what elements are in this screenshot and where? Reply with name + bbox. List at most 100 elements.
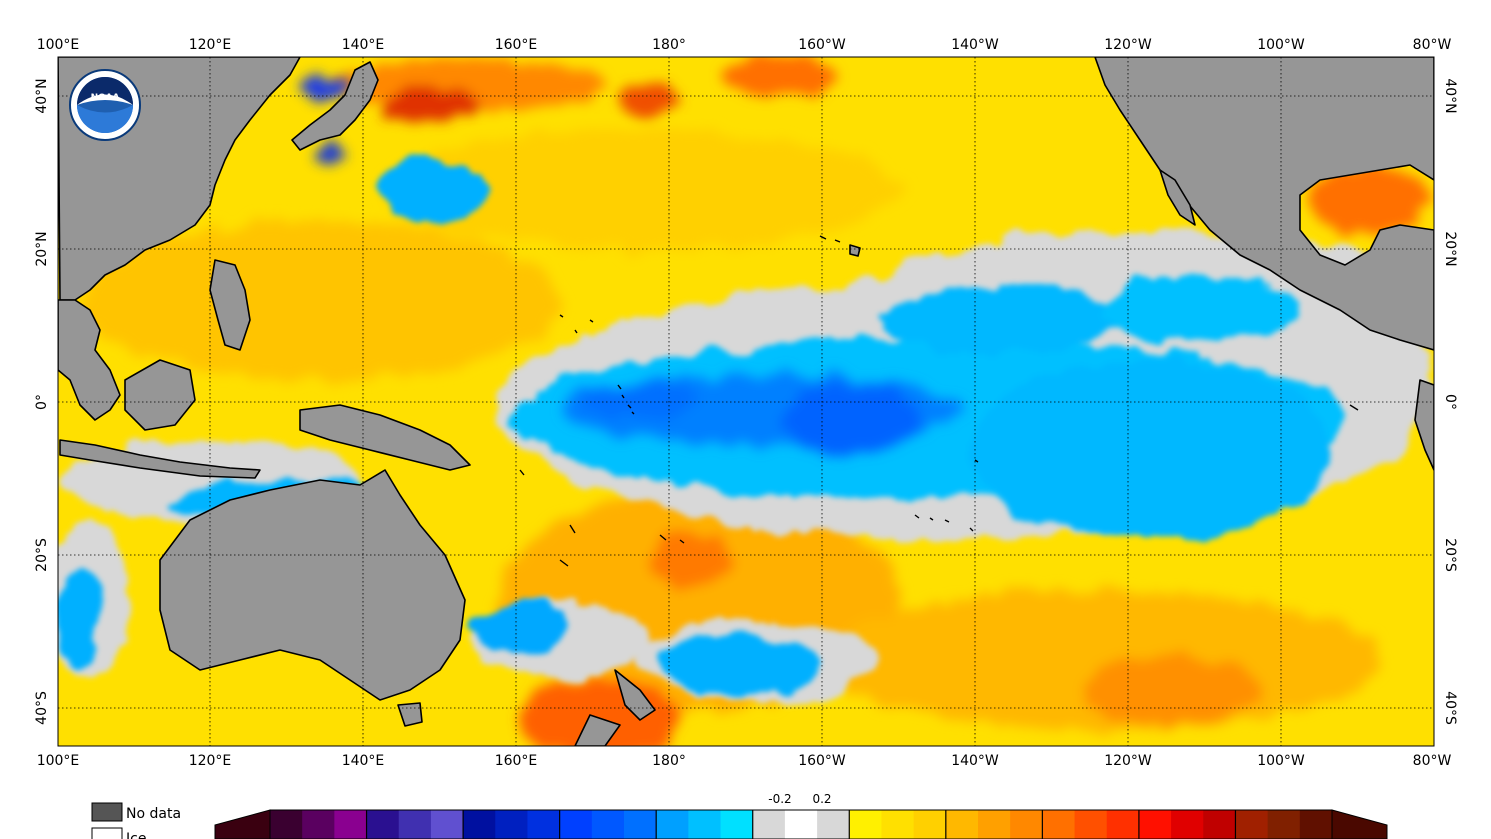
colorbar-segment [688, 810, 722, 839]
colorbar-low-extension [214, 809, 271, 839]
land-indochina [58, 299, 121, 421]
colorbar-segment [881, 810, 915, 839]
ocean-field [58, 57, 1434, 746]
lat-tick-right: 40°S [1442, 691, 1458, 725]
colorbar-segment [1138, 810, 1172, 839]
lon-tick-top: 100°E [37, 37, 80, 53]
land-new-zealand [574, 669, 656, 746]
lon-tick-bottom: 120°E [189, 753, 232, 769]
legend-keys: No data Ice [91, 802, 181, 839]
colorbar-segment [302, 810, 335, 839]
noaa-logo: NOAA [69, 69, 141, 141]
lat-tick-right: 0° [1442, 394, 1458, 410]
colorbar-segment [978, 810, 1011, 839]
right-lat-ticks: 40°N 20°N 0° 20°S 40°S [1442, 78, 1458, 725]
colorbar: -0.2 0.2 [214, 792, 1388, 839]
land-australia [159, 469, 466, 701]
colorbar-segment [398, 810, 432, 839]
lon-tick-bottom: 140°W [951, 753, 999, 769]
colorbar-segment [366, 810, 400, 839]
land-borneo [124, 359, 196, 431]
colorbar-segment [527, 810, 561, 839]
colorbar-segment [624, 810, 657, 839]
lon-tick-bottom: 140°E [342, 753, 385, 769]
ice-swatch [91, 827, 123, 839]
lon-tick-top: 140°E [342, 37, 385, 53]
land-masses [58, 57, 1434, 746]
land-philippines [209, 259, 251, 351]
lat-tick-left: 40°S [34, 691, 50, 725]
colorbar-segment [1235, 810, 1269, 839]
graticule [58, 57, 1434, 746]
colorbar-segment [463, 810, 496, 839]
colorbar-segment [591, 810, 625, 839]
colorbar-segment [559, 810, 593, 839]
colorbar-segment [1203, 810, 1236, 839]
lat-tick-left: 0° [34, 394, 50, 410]
lon-tick-bottom: 100°E [37, 753, 80, 769]
lat-tick-left: 20°N [34, 231, 50, 266]
land-java [59, 439, 261, 479]
lon-tick-top: 120°W [1104, 37, 1152, 53]
colorbar-segment [1010, 810, 1043, 839]
lat-tick-left: 40°N [34, 78, 50, 113]
lon-tick-top: 160°W [798, 37, 846, 53]
top-lon-ticks: 100°E 120°E 140°E 160°E 180° 160°W 140°W… [37, 37, 1452, 53]
colorbar-segment [1299, 810, 1333, 839]
no-data-label: No data [126, 806, 181, 822]
colorbar-tick-label: 0.2 [812, 792, 831, 806]
colorbar-segment [817, 810, 850, 839]
land-hawaii [849, 244, 861, 257]
lon-tick-top: 180° [652, 37, 686, 53]
lon-tick-bottom: 180° [652, 753, 686, 769]
colorbar-segments [269, 809, 1333, 839]
lat-tick-right: 20°N [1442, 231, 1458, 266]
warm-anomaly-areas [80, 57, 1430, 746]
ice-label: Ice [126, 831, 146, 839]
land-south-america [1414, 379, 1434, 471]
sky-icon [77, 77, 133, 105]
land-new-guinea [299, 404, 471, 471]
land-japan [291, 61, 379, 151]
colorbar-tick-label: -0.2 [768, 792, 791, 806]
colorbar-segment [1267, 810, 1301, 839]
bottom-lon-ticks: 100°E 120°E 140°E 160°E 180° 160°W 140°W… [37, 753, 1452, 769]
lon-tick-bottom: 120°W [1104, 753, 1152, 769]
left-lat-ticks: 40°N 20°N 0° 20°S 40°S [34, 78, 50, 725]
pacific-islands [519, 235, 1359, 567]
logo-text: NOAA [91, 93, 120, 103]
lon-tick-bottom: 160°W [798, 753, 846, 769]
colorbar-segment [1042, 810, 1076, 839]
colorbar-segment [334, 810, 368, 839]
lon-tick-top: 100°W [1257, 37, 1305, 53]
colorbar-segment [945, 810, 979, 839]
colorbar-segment [495, 810, 528, 839]
colorbar-segment [270, 810, 303, 839]
lon-tick-bottom: 100°W [1257, 753, 1305, 769]
lat-tick-right: 40°N [1442, 78, 1458, 113]
land-tasmania [397, 702, 423, 727]
lon-tick-top: 140°W [951, 37, 999, 53]
map-frame [57, 56, 1435, 747]
colorbar-segment [1171, 810, 1204, 839]
colorbar-segment [752, 810, 786, 839]
lat-tick-left: 20°S [34, 538, 50, 572]
no-data-swatch [91, 802, 123, 822]
colorbar-segment [913, 810, 947, 839]
colorbar-segment [784, 810, 818, 839]
lon-tick-bottom: 160°E [495, 753, 538, 769]
land-baja [1159, 169, 1196, 226]
lon-tick-top: 160°E [495, 37, 538, 53]
colorbar-segment [430, 810, 464, 839]
colorbar-high-extension [1331, 809, 1388, 839]
lon-tick-bottom: 80°W [1413, 753, 1452, 769]
strong-cool-core [300, 78, 960, 455]
ocean-wave-icon [77, 105, 133, 133]
colorbar-segment [1106, 810, 1140, 839]
colorbar-segment [1074, 810, 1108, 839]
lat-tick-right: 20°S [1442, 538, 1458, 572]
colorbar-segment [720, 810, 754, 839]
lon-tick-top: 120°E [189, 37, 232, 53]
